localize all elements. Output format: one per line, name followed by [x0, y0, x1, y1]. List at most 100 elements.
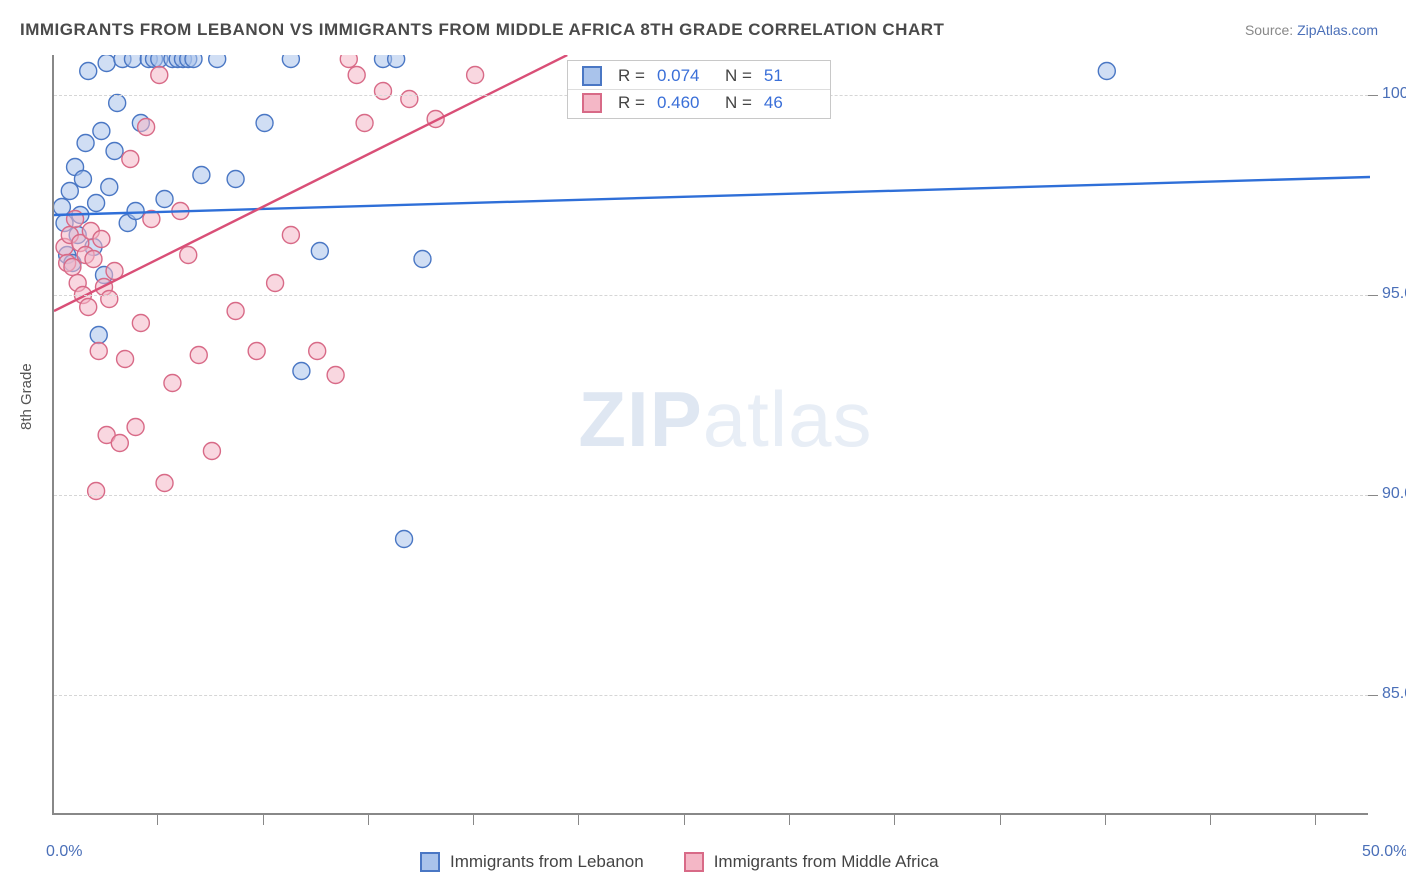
data-point: [248, 343, 265, 360]
data-point: [90, 343, 107, 360]
data-point: [311, 243, 328, 260]
data-point: [88, 483, 105, 500]
data-point: [467, 67, 484, 84]
n-value: 46: [764, 93, 816, 113]
x-tick-mark: [1210, 815, 1211, 825]
data-point: [180, 247, 197, 264]
x-tick-mark: [473, 815, 474, 825]
trend-line: [54, 55, 567, 311]
n-value: 51: [764, 66, 816, 86]
data-point: [90, 327, 107, 344]
data-point: [54, 199, 70, 216]
plot-area: [52, 55, 1368, 815]
source-credit: Source: ZipAtlas.com: [1245, 22, 1378, 38]
data-point: [93, 231, 110, 248]
data-point: [109, 95, 126, 112]
y-axis-label: 8th Grade: [18, 363, 35, 430]
data-point: [282, 227, 299, 244]
y-tick-mark: [1368, 95, 1378, 96]
x-tick-mark: [789, 815, 790, 825]
legend-item: Immigrants from Lebanon: [420, 852, 644, 872]
y-tick-mark: [1368, 695, 1378, 696]
data-point: [61, 183, 78, 200]
data-point: [64, 259, 81, 276]
legend-label: Immigrants from Lebanon: [450, 852, 644, 872]
n-label: N =: [725, 93, 752, 113]
data-point: [185, 55, 202, 68]
r-value: 0.460: [657, 93, 709, 113]
x-tick-mark: [684, 815, 685, 825]
y-tick-label: 100.0%: [1382, 85, 1406, 103]
stats-row: R =0.074N =51: [568, 63, 830, 89]
x-tick-mark: [1315, 815, 1316, 825]
data-point: [396, 531, 413, 548]
y-tick-label: 85.0%: [1382, 685, 1406, 703]
data-point: [348, 67, 365, 84]
data-point: [282, 55, 299, 68]
source-label: Source:: [1245, 22, 1297, 38]
data-point: [85, 251, 102, 268]
data-point: [209, 55, 226, 68]
x-tick-label: 50.0%: [1362, 843, 1406, 861]
y-tick-mark: [1368, 495, 1378, 496]
x-tick-label: 0.0%: [46, 843, 82, 861]
data-point: [227, 303, 244, 320]
data-point: [77, 135, 94, 152]
x-tick-mark: [578, 815, 579, 825]
data-point: [1098, 63, 1115, 80]
data-point: [106, 143, 123, 160]
data-point: [80, 299, 97, 316]
x-tick-mark: [1000, 815, 1001, 825]
data-point: [151, 67, 168, 84]
legend-swatch: [582, 66, 602, 86]
y-tick-label: 90.0%: [1382, 485, 1406, 503]
legend-swatch: [684, 852, 704, 872]
legend-item: Immigrants from Middle Africa: [684, 852, 939, 872]
data-point: [80, 63, 97, 80]
x-tick-mark: [157, 815, 158, 825]
data-point: [93, 123, 110, 140]
data-point: [122, 151, 139, 168]
legend-label: Immigrants from Middle Africa: [714, 852, 939, 872]
data-point: [388, 55, 405, 68]
data-point: [356, 115, 373, 132]
gridline: [54, 295, 1368, 296]
data-point: [327, 367, 344, 384]
data-point: [414, 251, 431, 268]
data-point: [193, 167, 210, 184]
scatter-svg: [54, 55, 1370, 815]
data-point: [132, 315, 149, 332]
stats-legend: R =0.074N =51R =0.460N =46: [567, 60, 831, 119]
data-point: [267, 275, 284, 292]
data-point: [401, 91, 418, 108]
data-point: [340, 55, 357, 68]
data-point: [74, 171, 91, 188]
source-value: ZipAtlas.com: [1297, 22, 1378, 38]
data-point: [98, 55, 115, 72]
legend-swatch: [582, 93, 602, 113]
data-point: [111, 435, 128, 452]
data-point: [124, 55, 141, 68]
data-point: [138, 119, 155, 136]
data-point: [256, 115, 273, 132]
y-tick-mark: [1368, 295, 1378, 296]
data-point: [127, 203, 144, 220]
data-point: [375, 83, 392, 100]
data-point: [101, 179, 118, 196]
trend-line: [54, 177, 1370, 215]
x-tick-mark: [1105, 815, 1106, 825]
n-label: N =: [725, 66, 752, 86]
data-point: [164, 375, 181, 392]
r-value: 0.074: [657, 66, 709, 86]
data-point: [156, 475, 173, 492]
legend-swatch: [420, 852, 440, 872]
gridline: [54, 695, 1368, 696]
chart-title: IMMIGRANTS FROM LEBANON VS IMMIGRANTS FR…: [20, 20, 944, 40]
r-label: R =: [618, 93, 645, 113]
data-point: [88, 195, 105, 212]
x-tick-mark: [894, 815, 895, 825]
data-point: [101, 291, 118, 308]
data-point: [190, 347, 207, 364]
data-point: [293, 363, 310, 380]
data-point: [309, 343, 326, 360]
